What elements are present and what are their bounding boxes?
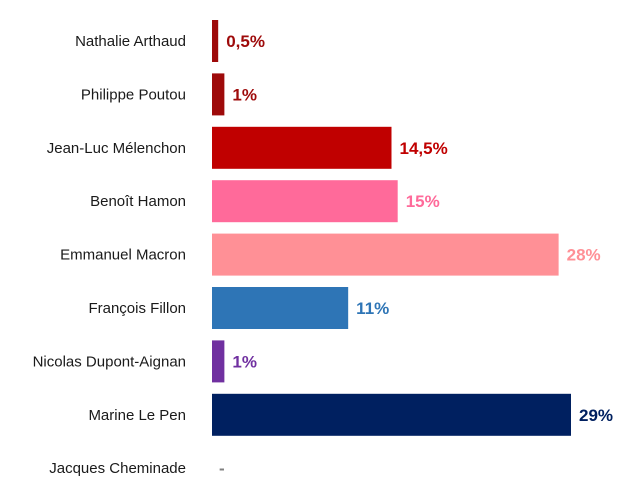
value-label-emmanuel-macron: 28% <box>567 246 601 265</box>
bar-philippe-poutou <box>212 73 225 116</box>
category-label-philippe-poutou: Philippe Poutou <box>81 86 186 103</box>
bar-marine-le-pen <box>212 393 571 436</box>
value-label-nathalie-arthaud: 0,5% <box>226 32 265 51</box>
bar-francois-fillon <box>212 287 349 329</box>
value-label-marine-le-pen: 29% <box>579 406 613 425</box>
category-label-nathalie-arthaud: Nathalie Arthaud <box>75 33 186 50</box>
category-label-benoit-hamon: Benoît Hamon <box>90 193 186 210</box>
category-label-marine-le-pen: Marine Le Pen <box>88 407 186 424</box>
category-label-nicolas-dupont-aignan: Nicolas Dupont-Aignan <box>33 353 186 370</box>
bar-nicolas-dupont-aignan <box>212 340 225 383</box>
category-label-francois-fillon: François Fillon <box>88 300 186 317</box>
bar-jean-luc-melenchon <box>212 126 392 169</box>
category-label-emmanuel-macron: Emmanuel Macron <box>60 247 186 264</box>
value-label-nicolas-dupont-aignan: 1% <box>232 352 257 371</box>
value-label-philippe-poutou: 1% <box>232 85 257 104</box>
value-label-jean-luc-melenchon: 14,5% <box>400 139 448 158</box>
category-label-jacques-cheminade: Jacques Cheminade <box>49 460 186 477</box>
value-label-jacques-cheminade: - <box>219 459 225 478</box>
value-label-francois-fillon: 11% <box>356 299 389 318</box>
category-label-jean-luc-melenchon: Jean-Luc Mélenchon <box>47 140 186 157</box>
bar-benoit-hamon <box>212 180 398 223</box>
bar-emmanuel-macron <box>212 233 559 276</box>
bar-nathalie-arthaud <box>212 20 219 62</box>
value-label-benoit-hamon: 15% <box>406 192 440 211</box>
